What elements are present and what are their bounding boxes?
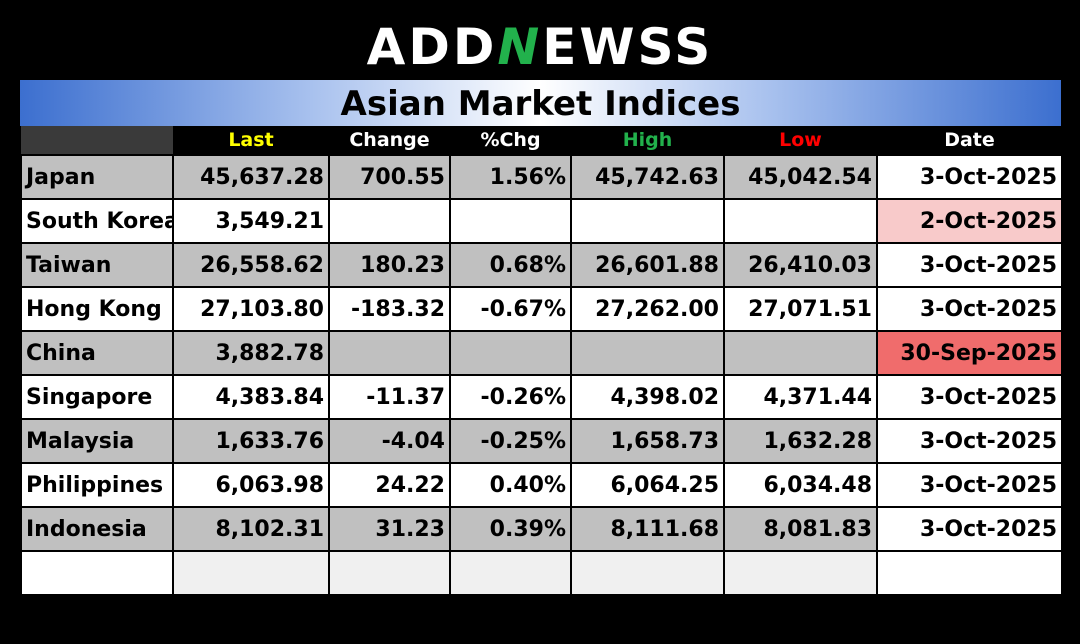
cell-empty xyxy=(172,550,330,596)
cell-last: 3,549.21 xyxy=(172,198,330,244)
logo-text-mid: N xyxy=(497,18,543,76)
cell-country: South Korea xyxy=(20,198,174,244)
cell-low: 1,632.28 xyxy=(723,418,878,464)
cell-change: -11.37 xyxy=(328,374,451,420)
cell-date: 3-Oct-2025 xyxy=(876,374,1063,420)
table-row: Japan 45,637.28 700.55 1.56% 45,742.63 45,042… xyxy=(20,154,1063,200)
cell-country: Philippines xyxy=(20,462,174,508)
cell-high: 8,111.68 xyxy=(570,506,725,552)
cell-empty xyxy=(449,550,572,596)
cell-high: 45,742.63 xyxy=(570,154,725,200)
cell-pct-change: 1.56% xyxy=(449,154,572,200)
cell-high: 27,262.00 xyxy=(570,286,725,332)
logo-text-post: EWSS xyxy=(542,18,714,76)
cell-low: 8,081.83 xyxy=(723,506,878,552)
table-row: Taiwan 26,558.62 180.23 0.68% 26,601.88 26,41… xyxy=(20,242,1063,288)
cell-last: 26,558.62 xyxy=(172,242,330,288)
cell-last: 6,063.98 xyxy=(172,462,330,508)
cell-empty xyxy=(876,550,1063,596)
cell-pct-change: -0.25% xyxy=(449,418,572,464)
cell-date: 3-Oct-2025 xyxy=(876,286,1063,332)
cell-high: 1,658.73 xyxy=(570,418,725,464)
header-change: Change xyxy=(329,126,450,155)
cell-date: 3-Oct-2025 xyxy=(876,418,1063,464)
cell-empty xyxy=(570,550,725,596)
cell-date: 2-Oct-2025 xyxy=(876,198,1063,244)
cell-change: 700.55 xyxy=(328,154,451,200)
cell-pct-change: -0.26% xyxy=(449,374,572,420)
table-row: Philippines 6,063.98 24.22 0.40% 6,064.25 6,0… xyxy=(20,462,1063,508)
cell-high: 26,601.88 xyxy=(570,242,725,288)
cell-pct-change: 0.40% xyxy=(449,462,572,508)
cell-last: 1,633.76 xyxy=(172,418,330,464)
page-title: Asian Market Indices xyxy=(340,84,741,124)
table-row: China 3,882.78 30-Sep-2025 xyxy=(20,330,1063,376)
cell-country: Malaysia xyxy=(20,418,174,464)
cell-high: 6,064.25 xyxy=(570,462,725,508)
cell-low: 26,410.03 xyxy=(723,242,878,288)
logo-text-pre: ADD xyxy=(366,18,498,76)
cell-date: 3-Oct-2025 xyxy=(876,154,1063,200)
cell-empty xyxy=(723,550,878,596)
cell-low: 45,042.54 xyxy=(723,154,878,200)
cell-high xyxy=(570,330,725,376)
cell-change: 31.23 xyxy=(328,506,451,552)
cell-pct-change xyxy=(449,198,572,244)
cell-country: Indonesia xyxy=(20,506,174,552)
cell-pct-change: 0.68% xyxy=(449,242,572,288)
header-high: High xyxy=(571,126,724,155)
cell-date: 3-Oct-2025 xyxy=(876,462,1063,508)
cell-date: 3-Oct-2025 xyxy=(876,506,1063,552)
cell-change: -4.04 xyxy=(328,418,451,464)
cell-empty xyxy=(20,550,174,596)
cell-pct-change: 0.39% xyxy=(449,506,572,552)
cell-country: Hong Kong xyxy=(20,286,174,332)
cell-high: 4,398.02 xyxy=(570,374,725,420)
cell-pct-change xyxy=(449,330,572,376)
cell-empty xyxy=(328,550,451,596)
cell-change xyxy=(328,198,451,244)
cell-date: 30-Sep-2025 xyxy=(876,330,1063,376)
cell-last: 27,103.80 xyxy=(172,286,330,332)
cell-low xyxy=(723,198,878,244)
cell-last: 3,882.78 xyxy=(172,330,330,376)
cell-low: 6,034.48 xyxy=(723,462,878,508)
cell-last: 4,383.84 xyxy=(172,374,330,420)
cell-low xyxy=(723,330,878,376)
table-row: Malaysia 1,633.76 -4.04 -0.25% 1,658.73 1,632… xyxy=(20,418,1063,464)
header-blank xyxy=(21,126,173,155)
cell-country: China xyxy=(20,330,174,376)
cell-change: 180.23 xyxy=(328,242,451,288)
table-row: Hong Kong 27,103.80 -183.32 -0.67% 27,262.00… xyxy=(20,286,1063,332)
header-date: Date xyxy=(877,126,1062,155)
cell-country: Japan xyxy=(20,154,174,200)
cell-last: 8,102.31 xyxy=(172,506,330,552)
table-row: Singapore 4,383.84 -11.37 -0.26% 4,398.02 4,3… xyxy=(20,374,1063,420)
cell-change: 24.22 xyxy=(328,462,451,508)
table-row: Indonesia 8,102.31 31.23 0.39% 8,111.68 8,081… xyxy=(20,506,1063,552)
cell-date: 3-Oct-2025 xyxy=(876,242,1063,288)
table-row-empty xyxy=(20,550,1063,596)
cell-pct-change: -0.67% xyxy=(449,286,572,332)
table-header-row: Last Change %Chg High Low Date xyxy=(21,126,1062,155)
title-banner: Asian Market Indices xyxy=(20,80,1061,126)
cell-low: 4,371.44 xyxy=(723,374,878,420)
header-low: Low xyxy=(724,126,877,155)
header-pct-change: %Chg xyxy=(450,126,571,155)
cell-change: -183.32 xyxy=(328,286,451,332)
market-indices-table: Last Change %Chg High Low Date Japan 45,6… xyxy=(20,126,1063,596)
cell-country: Singapore xyxy=(20,374,174,420)
cell-low: 27,071.51 xyxy=(723,286,878,332)
cell-change xyxy=(328,330,451,376)
header-last: Last xyxy=(173,126,329,155)
cell-high xyxy=(570,198,725,244)
addnewss-logo: ADDNEWSS xyxy=(0,14,1080,80)
cell-country: Taiwan xyxy=(20,242,174,288)
cell-last: 45,637.28 xyxy=(172,154,330,200)
table-row: South Korea 3,549.21 2-Oct-2025 xyxy=(20,198,1063,244)
